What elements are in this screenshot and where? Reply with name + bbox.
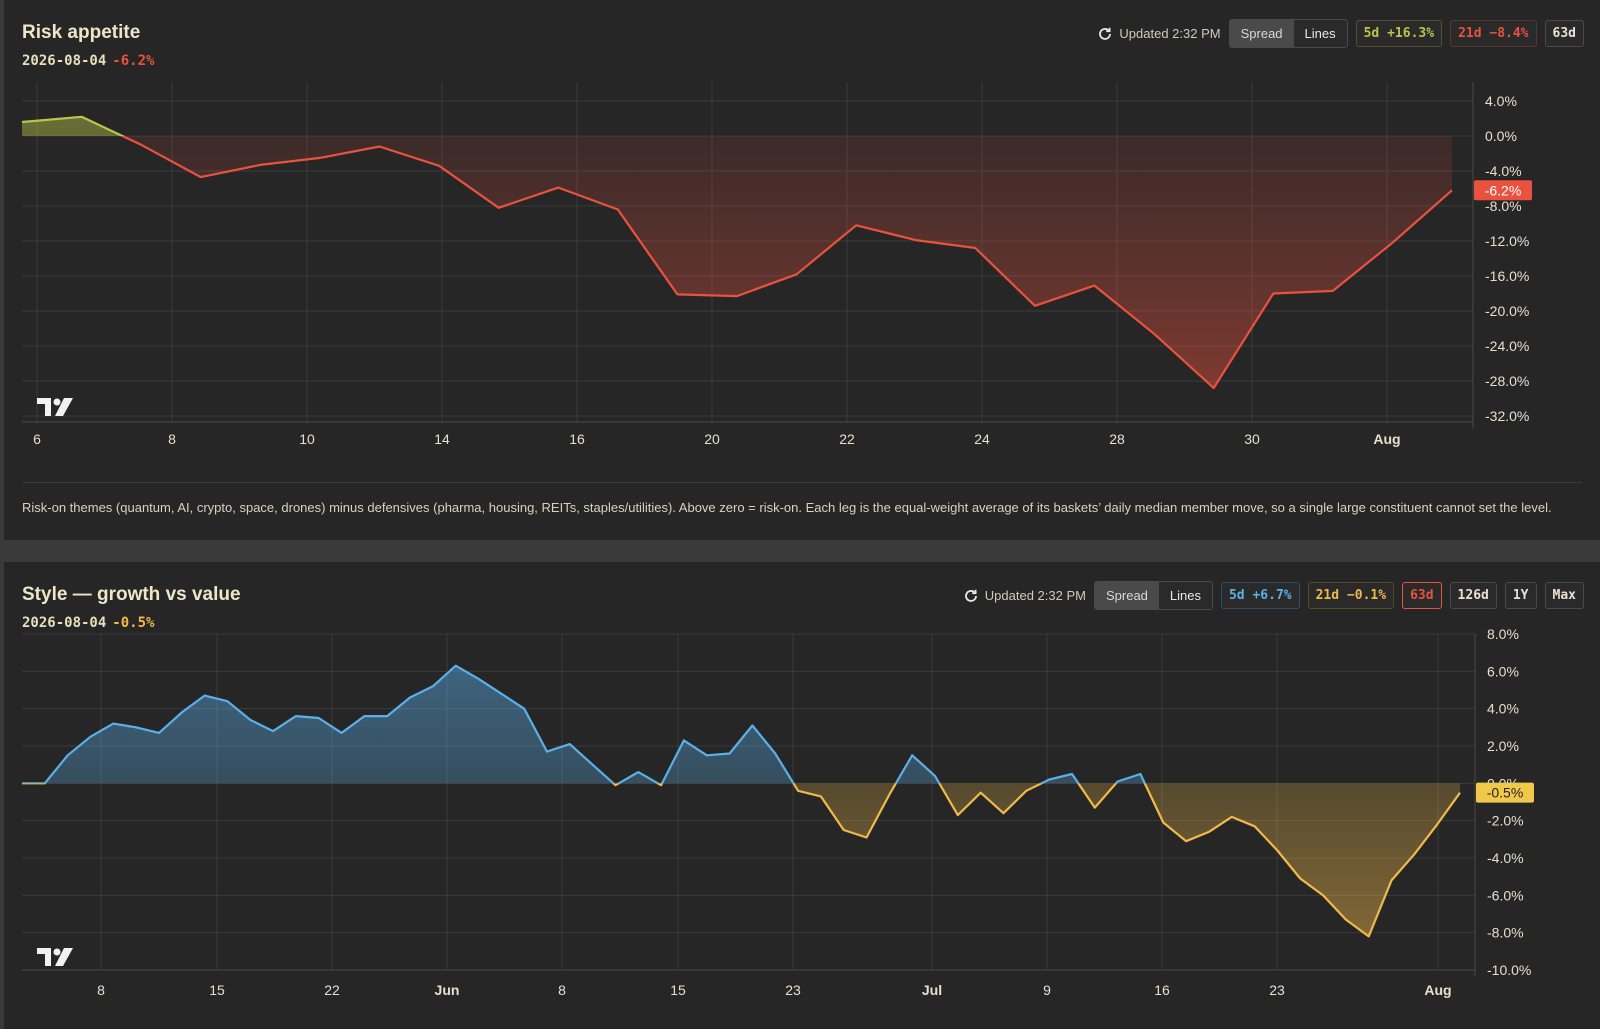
y-tick-label: 8.0% bbox=[1487, 626, 1519, 642]
style-growth-value-panel: 8.0%6.0%4.0%2.0%0.0%-2.0%-4.0%-6.0%-8.0%… bbox=[4, 562, 1600, 1029]
x-tick-label: 23 bbox=[785, 982, 801, 998]
updated-label: Updated 2:32 PM bbox=[1119, 26, 1221, 41]
x-tick-label: 16 bbox=[569, 431, 585, 447]
y-tick-label: -2.0% bbox=[1487, 813, 1524, 829]
x-tick-label: 24 bbox=[974, 431, 990, 447]
x-tick-label: 15 bbox=[209, 982, 225, 998]
last-value-label: -0.5% bbox=[1487, 785, 1524, 801]
x-tick-label: 22 bbox=[839, 431, 855, 447]
series-line-negative bbox=[22, 783, 1461, 938]
latest-change: -0.5% bbox=[112, 615, 155, 631]
range-max-chip[interactable]: Max bbox=[1544, 582, 1584, 609]
y-tick-label: -4.0% bbox=[1487, 850, 1524, 866]
tradingview-logo-icon[interactable] bbox=[36, 946, 74, 968]
x-tick-label: Aug bbox=[1373, 431, 1400, 447]
y-tick-label: -4.0% bbox=[1485, 163, 1522, 179]
panel-divider bbox=[22, 482, 1582, 483]
x-tick-label: 30 bbox=[1244, 431, 1260, 447]
x-tick-label: 9 bbox=[1043, 982, 1051, 998]
area-fill-negative bbox=[22, 136, 1452, 388]
range-63d-chip[interactable]: 63d bbox=[1544, 20, 1584, 47]
refresh-icon[interactable] bbox=[1097, 26, 1113, 42]
risk-appetite-chart[interactable]: 4.0% 0.0% -4.0% -8.0% -12.0% -16.0% -20.0% -24.… bbox=[4, 0, 1600, 470]
y-tick-label: -10.0% bbox=[1487, 962, 1531, 978]
y-tick-label: 0.0% bbox=[1485, 128, 1517, 144]
y-tick-label: -8.0% bbox=[1487, 925, 1524, 941]
view-toggle: Spread Lines bbox=[1093, 581, 1213, 610]
range-21d-chip[interactable]: 21d −8.4% bbox=[1450, 20, 1537, 47]
as-of-date: 2026-08-04 bbox=[22, 615, 107, 631]
spread-toggle-button[interactable]: Spread bbox=[1229, 20, 1294, 47]
y-tick-label: 4.0% bbox=[1485, 93, 1517, 109]
x-tick-label: 16 bbox=[1154, 982, 1170, 998]
updated-status[interactable]: Updated 2:32 PM bbox=[1097, 26, 1221, 42]
x-tick-label: Jun bbox=[435, 982, 460, 998]
x-tick-label: 8 bbox=[97, 982, 105, 998]
as-of-date: 2026-08-04 bbox=[22, 53, 107, 69]
updated-label: Updated 2:32 PM bbox=[984, 588, 1086, 603]
lines-toggle-button[interactable]: Lines bbox=[1293, 20, 1347, 47]
series-line-positive bbox=[22, 664, 1147, 784]
y-tick-label: -24.0% bbox=[1485, 338, 1529, 354]
y-tick-label: 4.0% bbox=[1487, 701, 1519, 717]
panel-title: Risk appetite bbox=[22, 22, 141, 43]
y-tick-label: -8.0% bbox=[1485, 198, 1522, 214]
y-tick-label: -20.0% bbox=[1485, 303, 1529, 319]
view-toggle: Spread Lines bbox=[1228, 19, 1348, 48]
x-tick-label: 10 bbox=[299, 431, 315, 447]
panel-title: Style — growth vs value bbox=[22, 584, 241, 605]
methodology-note: Risk-on themes (quantum, AI, crypto, spa… bbox=[22, 500, 1552, 515]
x-tick-label: 6 bbox=[33, 431, 41, 447]
range-1y-chip[interactable]: 1Y bbox=[1504, 582, 1537, 609]
panel-subtitle: 2026-08-04 -6.2% bbox=[22, 53, 154, 69]
x-tick-label: Jul bbox=[922, 982, 942, 998]
range-63d-chip[interactable]: 63d bbox=[1402, 582, 1442, 609]
y-tick-label: -12.0% bbox=[1485, 233, 1529, 249]
series-line-negative bbox=[119, 136, 1453, 390]
x-tick-label: Aug bbox=[1424, 982, 1451, 998]
y-tick-label: 6.0% bbox=[1487, 663, 1519, 679]
refresh-icon[interactable] bbox=[963, 588, 979, 604]
spread-toggle-button[interactable]: Spread bbox=[1094, 582, 1159, 609]
last-value-label: -6.2% bbox=[1485, 182, 1522, 198]
panel-subtitle: 2026-08-04 -0.5% bbox=[22, 615, 154, 631]
x-tick-label: 22 bbox=[324, 982, 340, 998]
style-growth-value-chart[interactable]: 8.0%6.0%4.0%2.0%0.0%-2.0%-4.0%-6.0%-8.0%… bbox=[4, 562, 1600, 1029]
y-tick-label: -28.0% bbox=[1485, 373, 1529, 389]
x-tick-label: 8 bbox=[558, 982, 566, 998]
x-tick-label: 28 bbox=[1109, 431, 1125, 447]
x-tick-label: 8 bbox=[168, 431, 176, 447]
y-tick-label: -32.0% bbox=[1485, 408, 1529, 424]
y-tick-label: -16.0% bbox=[1485, 268, 1529, 284]
last-value-badge bbox=[1474, 180, 1532, 201]
x-tick-label: 23 bbox=[1269, 982, 1285, 998]
range-21d-chip[interactable]: 21d −0.1% bbox=[1307, 582, 1395, 609]
area-fill-negative bbox=[22, 783, 1460, 937]
range-5d-chip[interactable]: 5d +16.3% bbox=[1355, 20, 1443, 47]
range-126d-chip[interactable]: 126d bbox=[1449, 582, 1497, 609]
y-tick-label: 2.0% bbox=[1487, 738, 1519, 754]
last-value-badge bbox=[1476, 782, 1534, 803]
x-tick-label: 14 bbox=[434, 431, 450, 447]
updated-status[interactable]: Updated 2:32 PM bbox=[963, 588, 1086, 604]
range-5d-chip[interactable]: 5d +6.7% bbox=[1220, 582, 1300, 609]
y-tick-label: -6.0% bbox=[1487, 887, 1524, 903]
chart-controls: Updated 2:32 PM Spread Lines 5d +6.7% 21… bbox=[963, 581, 1584, 610]
x-tick-label: 15 bbox=[670, 982, 686, 998]
tradingview-logo-icon[interactable] bbox=[36, 396, 74, 418]
area-fill-positive bbox=[22, 665, 1460, 784]
latest-change: -6.2% bbox=[112, 53, 155, 69]
x-tick-label: 20 bbox=[704, 431, 720, 447]
chart-controls: Updated 2:32 PM Spread Lines 5d +16.3% 2… bbox=[1097, 19, 1584, 48]
risk-appetite-panel: 4.0% 0.0% -4.0% -8.0% -12.0% -16.0% -20.0% -24.… bbox=[4, 0, 1600, 540]
lines-toggle-button[interactable]: Lines bbox=[1158, 582, 1212, 609]
